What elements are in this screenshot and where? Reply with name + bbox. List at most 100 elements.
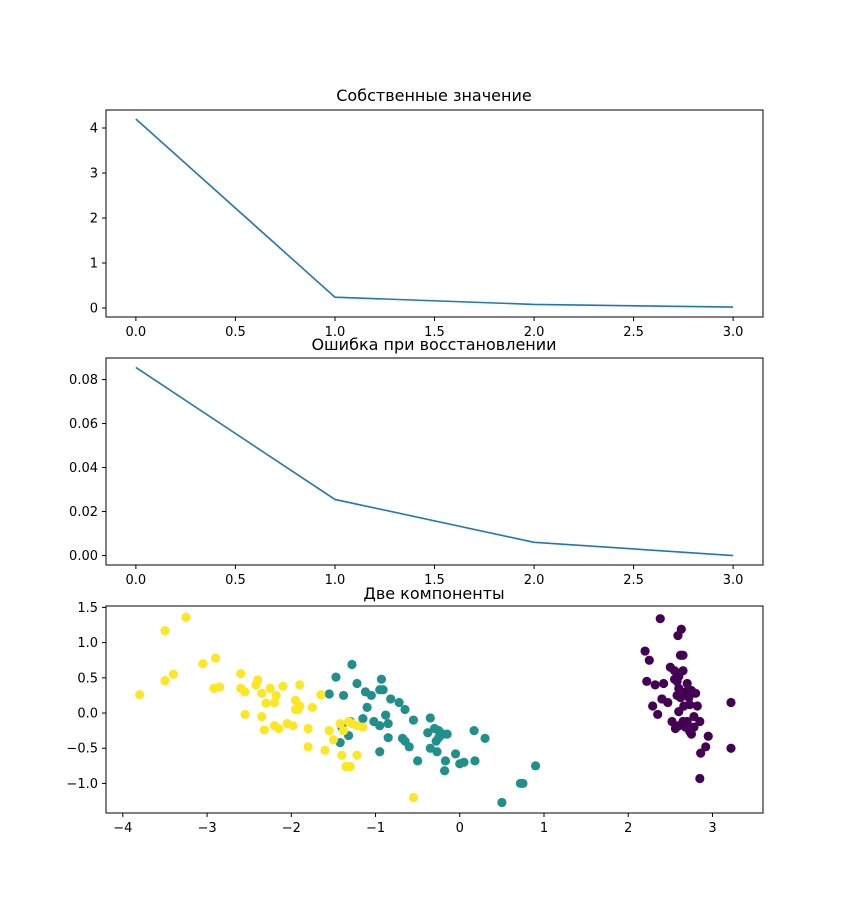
two-components-point-series-0 [678, 650, 688, 660]
reconstruction-error-title: Ошибка при восстановлении [311, 335, 556, 354]
two-components-point-series-2 [274, 723, 284, 734]
two-components-point-series-0 [686, 729, 697, 739]
two-components-point-series-2 [338, 726, 349, 736]
two-components-point-series-0 [648, 701, 658, 711]
two-components-point-series-1 [338, 690, 349, 701]
reconstruction-error-y-tick-label: 0.04 [69, 461, 98, 476]
two-components-point-series-2 [168, 669, 178, 679]
eigenvalues-x-tick-label: 0.5 [225, 325, 246, 340]
two-components-point-series-1 [378, 685, 388, 695]
two-components-point-series-2 [320, 745, 330, 755]
two-components-point-series-0 [701, 742, 711, 752]
two-components-point-series-0 [692, 701, 702, 711]
eigenvalues-x-tick-label: 3.0 [723, 325, 744, 340]
reconstruction-error-x-axis: 0.0 0.5 1.0 1.5 2.0 2.5 3.0 [126, 565, 744, 588]
two-components-point-series-2 [160, 626, 170, 636]
two-components-point-series-2 [269, 697, 280, 708]
eigenvalues-x-tick-label: 2.0 [524, 325, 545, 340]
eigenvalues-x-tick-label: 1.5 [424, 325, 445, 340]
eigenvalues-x-axis: 0.0 0.5 1.0 1.5 2.0 2.5 3.0 [126, 317, 744, 340]
two-components-point-series-1 [331, 672, 341, 682]
two-components-point-series-0 [644, 655, 654, 665]
reconstruction-error-line [135, 366, 734, 557]
two-components-point-series-1 [431, 736, 441, 746]
eigenvalues-title: Собственные значение [336, 86, 531, 105]
two-components-point-series-2 [335, 718, 345, 729]
two-components-point-series-1 [442, 729, 452, 739]
reconstruction-error-y-tick-label: 0.06 [69, 417, 98, 432]
reconstruction-error-series [135, 366, 734, 557]
two-components-point-series-0 [691, 688, 701, 698]
two-components-point-series-1 [400, 704, 410, 715]
two-components-point-series-1 [413, 756, 423, 766]
two-components-y-tick-label: −1.0 [66, 777, 98, 792]
two-components-x-tick-label: 1 [540, 821, 548, 836]
two-components-point-series-1 [352, 678, 362, 689]
two-components-point-series-1 [358, 714, 368, 724]
reconstruction-error-y-tick-label: 0.08 [69, 373, 98, 388]
reconstruction-error-x-tick-label: 3.0 [723, 573, 744, 588]
two-components-point-series-2 [408, 792, 419, 803]
reconstruction-error-x-tick-label: 2.0 [524, 573, 545, 588]
two-components-point-series-1 [470, 756, 480, 766]
eigenvalues-chart: Собственные значение 0.0 0.5 1.0 1.5 2.0 2.5 3… [90, 86, 764, 340]
reconstruction-error-y-tick-label: 0.02 [69, 505, 98, 520]
two-components-point-series-1 [469, 726, 479, 736]
two-components-point-series-0 [726, 697, 736, 708]
two-components-y-tick-label: 0.5 [77, 671, 98, 686]
two-components-plot-area [105, 605, 764, 814]
two-components-point-series-1 [394, 697, 404, 708]
two-components-x-axis: −4 −3 −2 −1 0 1 2 3 [113, 813, 717, 836]
two-components-point-series-2 [345, 761, 355, 772]
two-components-point-series-0 [696, 748, 706, 758]
two-components-point-series-2 [328, 735, 339, 745]
two-components-point-series-0 [695, 773, 705, 784]
two-components-point-series-2 [303, 723, 313, 734]
two-components-point-series-1 [383, 718, 393, 729]
eigenvalues-x-tick-label: 0.0 [126, 325, 147, 340]
two-components-y-tick-label: −0.5 [66, 742, 98, 757]
two-components-y-axis: −1.0 −0.5 0.0 0.5 1.0 1.5 [66, 601, 106, 792]
two-components-x-tick-label: −1 [366, 821, 385, 836]
reconstruction-error-x-tick-label: 2.5 [623, 573, 644, 588]
two-components-x-tick-label: 0 [456, 821, 464, 836]
two-components-point-series-2 [257, 711, 267, 722]
two-components-point-series-1 [408, 715, 419, 725]
two-components-x-tick-label: −4 [113, 821, 132, 836]
two-components-title: Две компоненты [363, 584, 504, 603]
two-components-point-series-1 [375, 747, 385, 757]
two-components-point-series-0 [684, 692, 694, 703]
two-components-point-series-0 [673, 630, 683, 641]
two-components-point-series-2 [337, 750, 347, 760]
two-components-y-tick-label: 1.0 [77, 636, 98, 651]
two-components-point-series-0 [670, 723, 681, 734]
two-components-point-series-0 [682, 678, 692, 689]
two-components-point-series-0 [672, 690, 682, 701]
two-components-point-series-1 [425, 743, 435, 753]
two-components-x-tick-label: 3 [708, 821, 716, 836]
reconstruction-error-x-tick-label: 0.0 [126, 573, 147, 588]
two-components-point-series-2 [278, 681, 288, 691]
reconstruction-error-chart: Ошибка при восстановлении 0.0 0.5 1.0 1.5 2.… [69, 335, 764, 588]
two-components-point-series-2 [352, 750, 362, 760]
two-components-point-series-2 [307, 702, 317, 712]
eigenvalues-y-tick-label: 0 [90, 302, 98, 317]
two-components-point-series-1 [383, 733, 393, 743]
two-components-point-series-1 [362, 702, 372, 712]
two-components-point-series-0 [685, 699, 695, 710]
two-components-point-series-1 [518, 778, 528, 789]
two-components-point-series-0 [659, 678, 669, 689]
two-components-point-series-1 [425, 713, 435, 723]
two-components-point-series-1 [347, 659, 357, 670]
two-components-point-series-0 [640, 646, 650, 656]
eigenvalues-y-tick-label: 1 [90, 257, 98, 272]
two-components-point-series-1 [432, 747, 442, 757]
two-components-point-series-2 [358, 722, 368, 732]
two-components-point-series-0 [650, 680, 660, 690]
two-components-point-series-2 [135, 690, 145, 700]
two-components-point-series-2 [160, 676, 170, 686]
two-components-point-series-2 [316, 690, 326, 700]
two-components-point-series-2 [261, 698, 271, 708]
